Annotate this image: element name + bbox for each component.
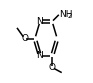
- Text: N: N: [37, 17, 43, 26]
- Text: O: O: [49, 63, 56, 72]
- Text: 2: 2: [68, 13, 72, 19]
- Text: NH: NH: [59, 10, 73, 19]
- Text: O: O: [21, 34, 28, 43]
- Text: N: N: [37, 51, 43, 61]
